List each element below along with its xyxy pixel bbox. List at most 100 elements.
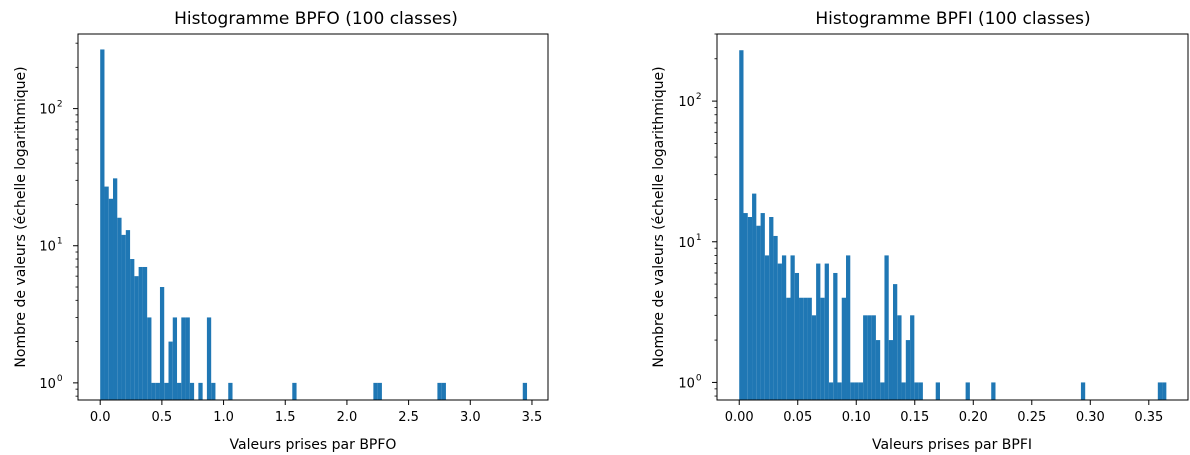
histogram-bar <box>228 382 233 400</box>
histogram-bar <box>799 297 804 400</box>
histogram-bar <box>292 382 297 400</box>
y-axis-label: Nombre de valeurs (échelle logarithmique… <box>13 66 29 367</box>
plot-frame <box>716 33 1189 401</box>
y-tick-exponent: 2 <box>696 92 702 102</box>
x-axis-label: Valeurs prises par BPFI <box>872 437 1032 453</box>
histogram-bar <box>884 255 889 400</box>
histogram-bar <box>918 382 923 400</box>
histogram-bar <box>121 234 126 400</box>
histogram-bar <box>858 382 864 400</box>
histogram-bar <box>185 317 190 400</box>
y-tick-exponent: 1 <box>57 237 63 247</box>
histogram-bar <box>377 382 382 400</box>
histogram-bar <box>828 382 834 400</box>
y-tick-label: 102 <box>678 92 701 110</box>
x-tick-label: 0.0 <box>90 410 111 425</box>
histogram-bar <box>151 382 156 400</box>
plot-frame <box>77 33 549 401</box>
histogram-bar <box>437 382 442 400</box>
x-tick-label: 0.00 <box>725 410 754 425</box>
histogram-bar <box>1080 382 1086 400</box>
x-tick-label: 0.25 <box>1017 410 1046 425</box>
histogram-bar <box>168 341 173 400</box>
histogram-bar <box>833 272 838 400</box>
histogram-bar <box>769 217 774 400</box>
x-tick-label: 3.5 <box>522 410 543 425</box>
histogram-bar <box>991 382 996 400</box>
x-tick-label: 0.5 <box>152 410 173 425</box>
histogram-bar <box>159 287 165 400</box>
histogram-bar <box>854 382 859 400</box>
histogram-bar <box>189 382 195 400</box>
y-tick-label: 102 <box>39 100 62 118</box>
histogram-bar <box>837 382 842 400</box>
x-axis-label: Valeurs prises par BPFO <box>230 437 397 453</box>
histogram-bar <box>803 297 808 400</box>
histogram-bar <box>824 263 829 400</box>
y-tick-label: 101 <box>678 233 701 251</box>
bars <box>739 50 1167 400</box>
histogram-bar <box>893 284 898 400</box>
y-tick-exponent: 2 <box>57 100 63 110</box>
histogram-bar <box>846 255 851 400</box>
histogram-bar <box>781 255 787 400</box>
histogram-bar <box>198 382 203 400</box>
x-tick-label: 1.0 <box>213 410 234 425</box>
histogram-bar <box>164 382 169 400</box>
ticks: 0.00 0.05 0.10 0.15 0.20 0.25 0.30 0.3510010110… <box>678 33 1163 425</box>
histogram-bar <box>760 213 765 400</box>
histogram-bar <box>867 315 872 400</box>
histogram-bar <box>850 382 855 400</box>
x-tick-label: 0.30 <box>1076 410 1105 425</box>
histogram-bar <box>880 382 885 400</box>
histogram-bar <box>172 317 178 400</box>
histogram-bar <box>747 217 753 400</box>
y-tick-exponent: 0 <box>696 373 702 383</box>
histogram-bar <box>125 230 131 400</box>
histogram-bar <box>756 225 761 400</box>
x-tick-label: 1.5 <box>275 410 296 425</box>
histogram-bar <box>820 297 825 400</box>
histogram-bar <box>739 50 744 400</box>
y-tick-label: 101 <box>39 237 62 255</box>
histogram-bar <box>764 255 770 400</box>
histogram-bar <box>104 186 109 400</box>
y-tick-label: 100 <box>678 373 702 391</box>
histogram-bar <box>743 213 748 400</box>
histogram-bar <box>134 276 139 400</box>
histogram-bar <box>155 382 160 400</box>
x-tick-label: 0.05 <box>783 410 812 425</box>
x-tick-label: 0.15 <box>900 410 929 425</box>
histogram-bar <box>807 297 812 400</box>
histogram-bar <box>177 382 182 400</box>
histogram-bar <box>794 272 800 400</box>
y-tick-exponent: 0 <box>57 374 63 384</box>
histogram-bar <box>811 315 817 400</box>
histogram-bar <box>786 297 791 400</box>
histogram-bar <box>1162 382 1167 400</box>
x-tick-label: 2.5 <box>398 410 419 425</box>
histogram-bar <box>1157 382 1163 400</box>
histogram-bar <box>206 317 212 400</box>
histogram-bar <box>790 255 795 400</box>
histogram-bar <box>863 315 868 400</box>
histogram-bar <box>181 317 186 400</box>
bpfi-histogram-panel: Histogramme BPFI (100 classes) 0.00 0.05 0… <box>651 9 1189 453</box>
x-tick-label: 0.10 <box>842 410 871 425</box>
histogram-bar <box>905 340 911 400</box>
chart-title: Histogramme BPFI (100 classes) <box>815 9 1090 29</box>
histogram-bar <box>142 266 148 400</box>
histogram-bar <box>773 235 778 400</box>
bars <box>100 49 528 401</box>
histogram-bar <box>522 382 528 400</box>
x-tick-label: 2.0 <box>337 410 358 425</box>
histogram-bar <box>211 382 216 400</box>
histogram-bar <box>841 297 847 400</box>
histogram-bar <box>914 382 919 400</box>
histogram-bar <box>875 340 881 400</box>
histogram-bar <box>871 315 876 400</box>
histogram-bar <box>910 315 915 400</box>
histogram-bar <box>117 217 122 400</box>
